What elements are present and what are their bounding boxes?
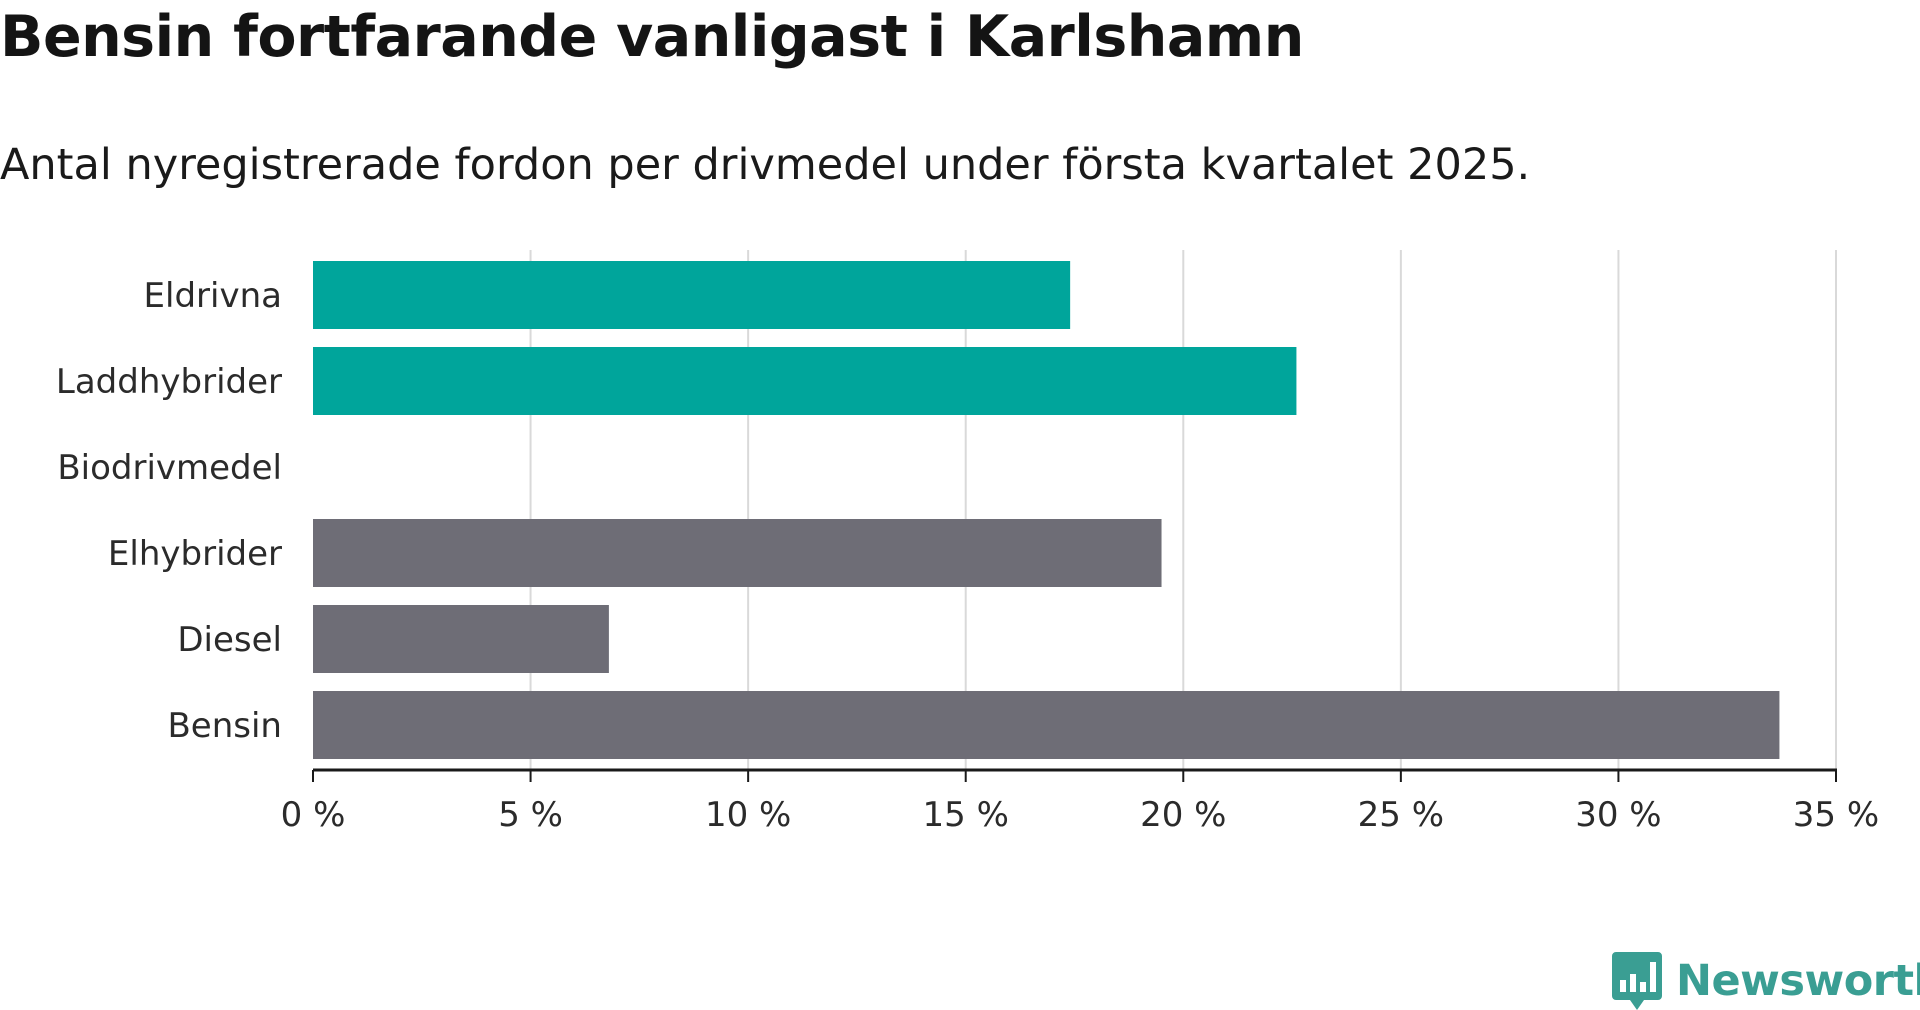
- chart-subtitle: Antal nyregistrerade fordon per drivmede…: [0, 140, 1531, 190]
- category-label-laddhybrider: Laddhybrider: [56, 362, 282, 402]
- bar-elhybrider[interactable]: [313, 519, 1162, 587]
- x-tick-label: 25 %: [1358, 795, 1444, 835]
- x-tick-label: 5 %: [498, 795, 563, 835]
- chart-title: Bensin fortfarande vanligast i Karlshamn: [0, 4, 1304, 70]
- bar-eldrivna[interactable]: [313, 261, 1071, 329]
- category-label-bensin: Bensin: [167, 706, 282, 746]
- bars: [313, 261, 1780, 759]
- x-tick-label: 35 %: [1793, 795, 1879, 835]
- x-tick-label: 0 %: [281, 795, 346, 835]
- x-axis: 0 % 5 % 10 % 15 % 20 % 25 % 30 % 35 %: [281, 768, 1879, 835]
- x-tick-label: 15 %: [923, 795, 1009, 835]
- logo-text: Newsworthy: [1676, 956, 1920, 1006]
- category-label-eldrivna: Eldrivna: [144, 276, 282, 316]
- category-labels: Eldrivna Laddhybrider Biodrivmedel Elhybrid…: [56, 276, 282, 746]
- newsworthy-logo[interactable]: Newsworthy: [1612, 952, 1920, 1010]
- bar-bensin[interactable]: [313, 691, 1780, 759]
- category-label-elhybrider: Elhybrider: [108, 534, 282, 574]
- x-tick-label: 20 %: [1140, 795, 1226, 835]
- category-label-diesel: Diesel: [177, 620, 282, 660]
- x-tick-label: 10 %: [705, 795, 791, 835]
- bar-diesel[interactable]: [313, 605, 609, 673]
- category-label-biodrivmedel: Biodrivmedel: [57, 448, 282, 488]
- bar-chart-speech-bubble-icon: [1612, 952, 1662, 1010]
- x-tick-label: 30 %: [1575, 795, 1661, 835]
- bar-laddhybrider[interactable]: [313, 347, 1297, 415]
- gridlines: [529, 250, 1837, 770]
